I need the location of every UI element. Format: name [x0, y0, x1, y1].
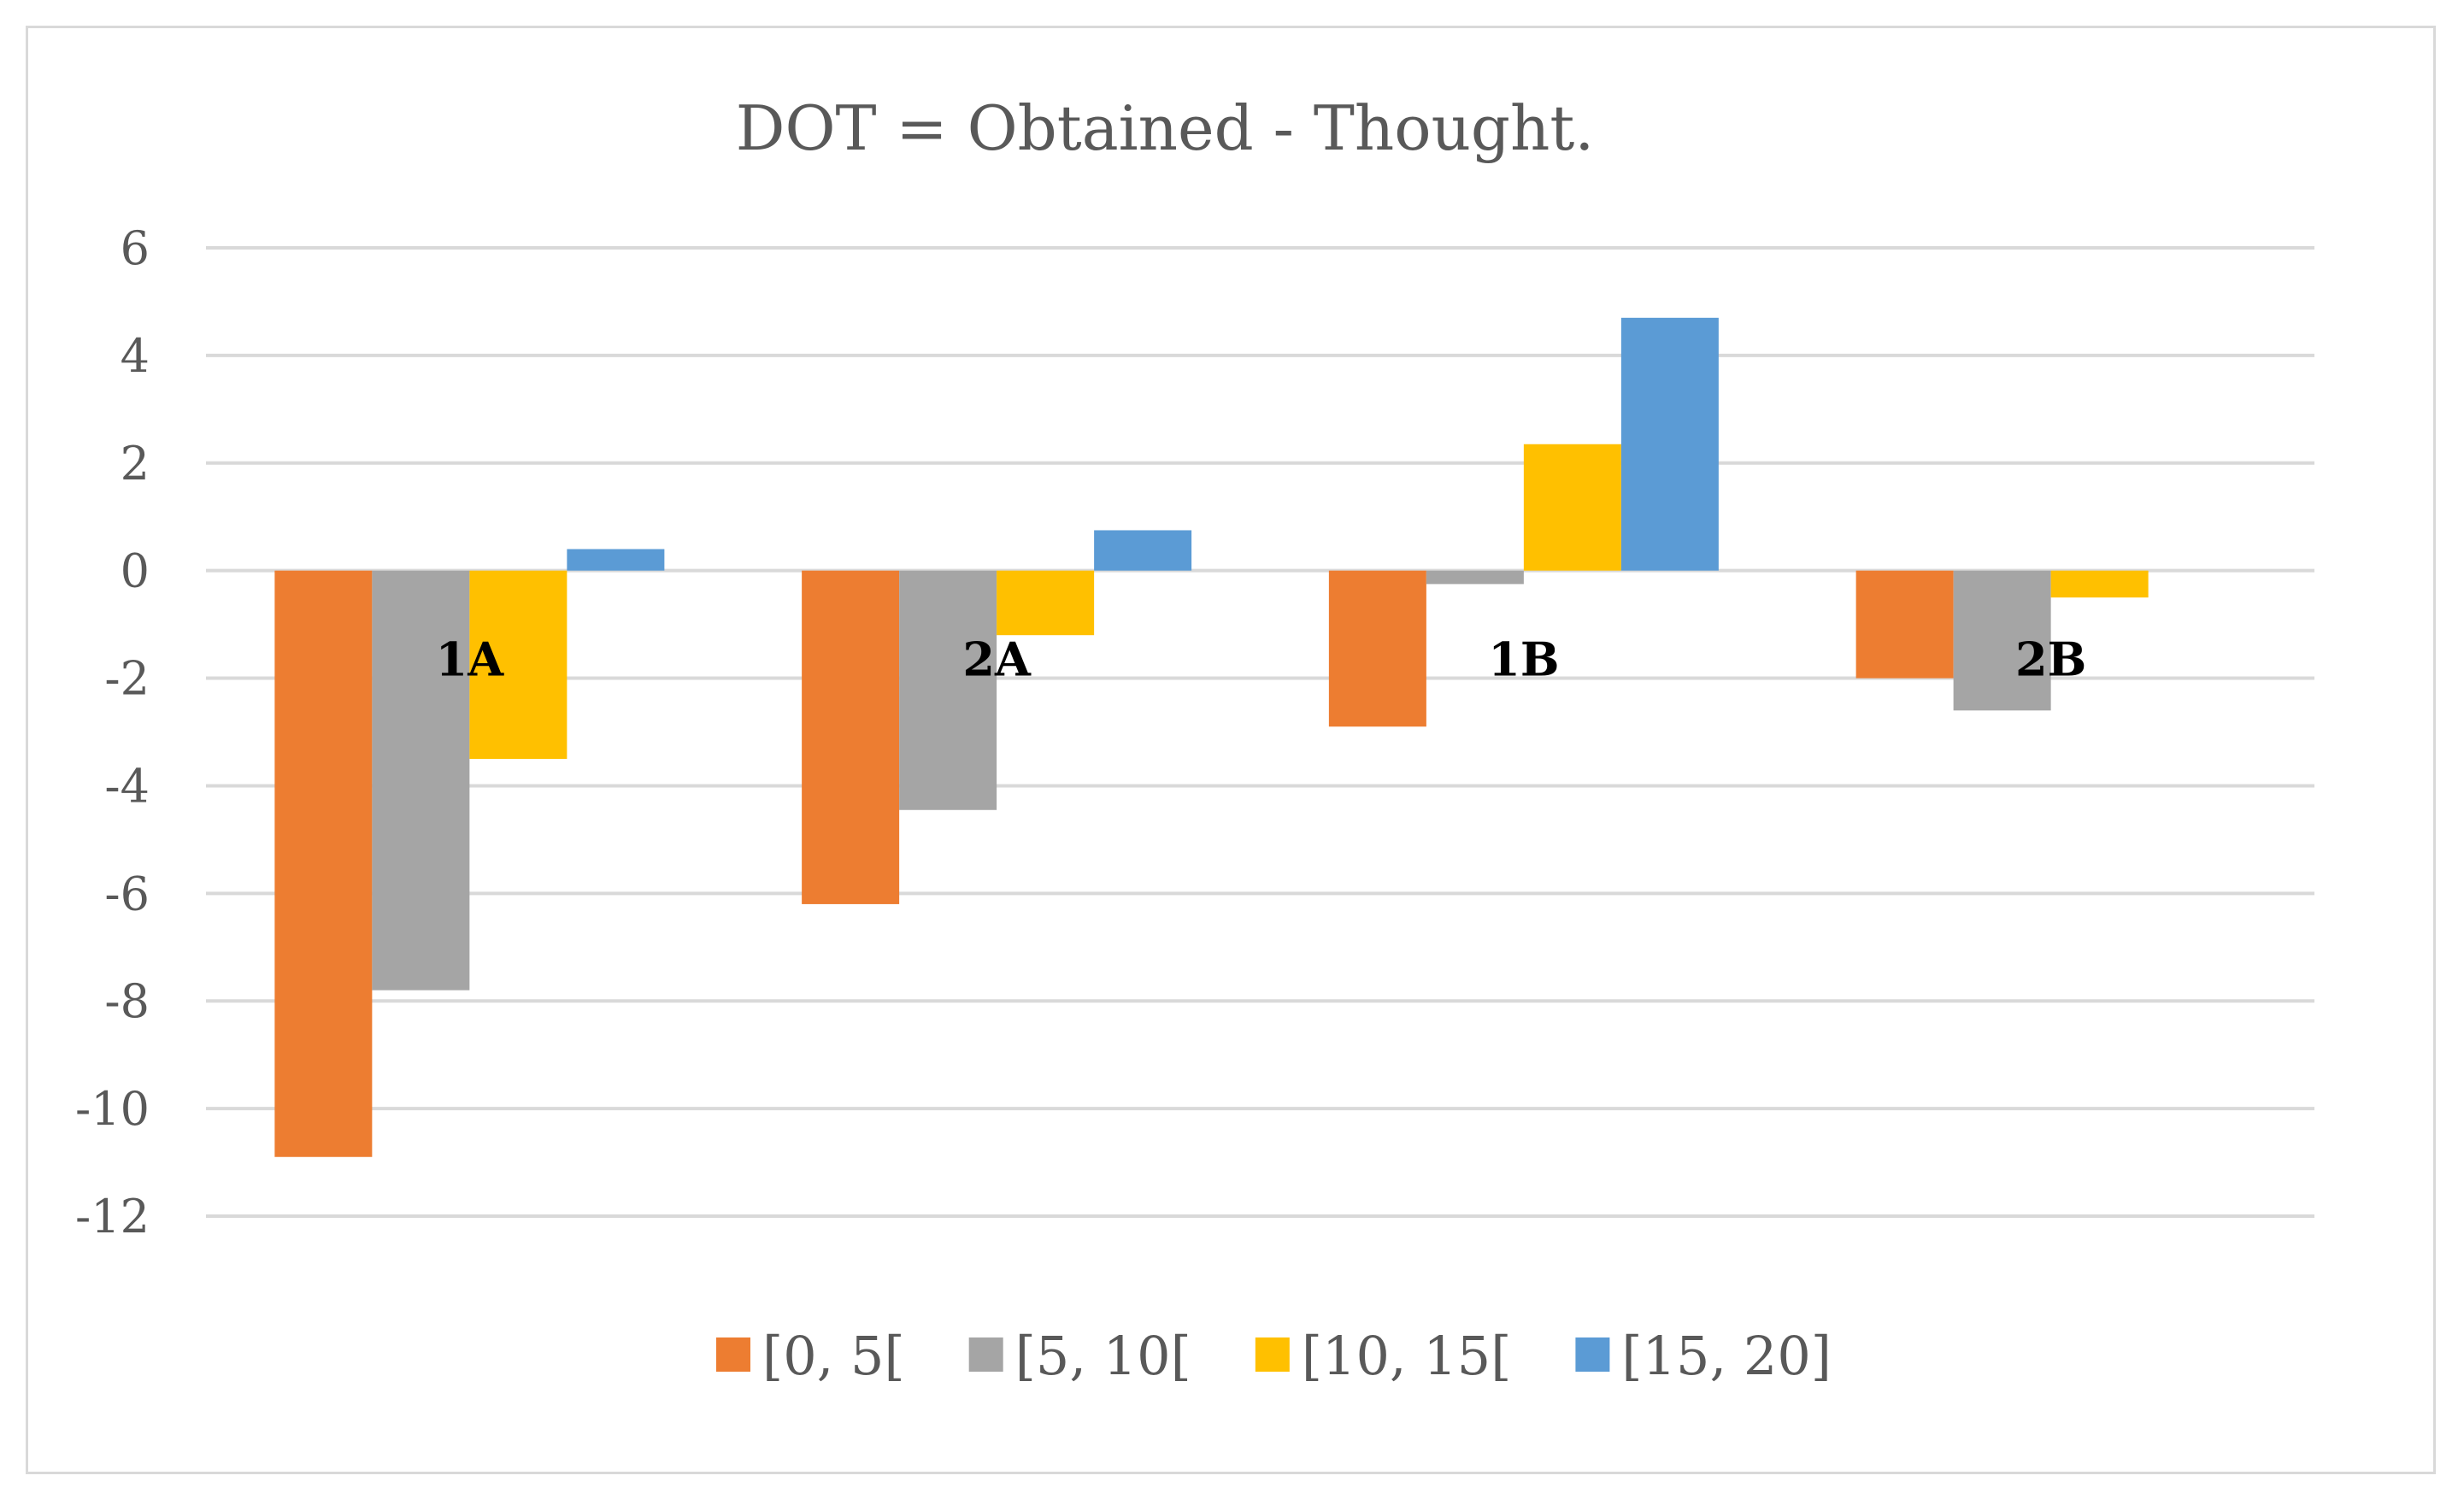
legend: [0, 5[ [5, 10[ [10, 15[ [15, 20] [716, 1325, 1832, 1387]
y-axis-ticks: 6 4 2 0 -2 -4 -6 -8 -10 -12 [75, 221, 150, 1243]
chart-frame: DOT = Obtained - Thought. 6 4 2 0 -2 -4 -6 -8 -1… [26, 26, 2436, 1474]
legend-swatch [1575, 1337, 1610, 1372]
y-tick-label: -4 [104, 759, 150, 813]
legend-swatch [968, 1337, 1003, 1372]
y-tick-label: -12 [75, 1190, 150, 1243]
chart-title: DOT = Obtained - Thought. [736, 92, 1594, 164]
legend-swatch [716, 1337, 750, 1372]
category-label: 2A [962, 632, 1032, 687]
y-tick-label: 0 [121, 544, 150, 598]
bars [274, 317, 2149, 1157]
legend-item: [5, 10[ [968, 1325, 1191, 1387]
legend-swatch [1255, 1337, 1290, 1372]
y-tick-label: -8 [104, 974, 150, 1028]
bar [469, 570, 567, 759]
legend-item: [15, 20] [1575, 1325, 1832, 1387]
y-tick-label: 4 [121, 329, 150, 383]
bar [802, 570, 900, 904]
category-label: 1A [436, 632, 505, 687]
bar [1855, 570, 1954, 679]
bar [274, 570, 373, 1157]
legend-label: [10, 15[ [1302, 1325, 1512, 1387]
bar [1094, 530, 1192, 571]
bar [997, 570, 1095, 636]
y-tick-label: -6 [104, 867, 150, 920]
category-label: 2B [2015, 632, 2086, 687]
y-tick-label: -2 [104, 652, 150, 706]
legend-label: [15, 20] [1621, 1325, 1832, 1387]
legend-item: [10, 15[ [1255, 1325, 1512, 1387]
y-tick-label: 6 [121, 221, 150, 275]
bar [2050, 570, 2149, 598]
bar [1523, 444, 1621, 571]
y-tick-label: -10 [75, 1082, 150, 1136]
bar [1620, 317, 1719, 571]
y-tick-label: 2 [121, 437, 150, 491]
category-labels: 1A 2A 1B 2B [436, 632, 2087, 687]
legend-label: [0, 5[ [762, 1325, 905, 1387]
legend-label: [5, 10[ [1015, 1325, 1191, 1387]
bar [899, 570, 997, 810]
bar [1426, 570, 1524, 585]
category-label: 1B [1488, 632, 1559, 687]
bar-chart: DOT = Obtained - Thought. 6 4 2 0 -2 -4 -6 -8 -1… [75, 92, 2314, 1387]
bar [1953, 570, 2051, 711]
bar [372, 570, 470, 991]
bar [1328, 570, 1426, 727]
legend-item: [0, 5[ [716, 1325, 905, 1387]
bar [567, 549, 665, 571]
